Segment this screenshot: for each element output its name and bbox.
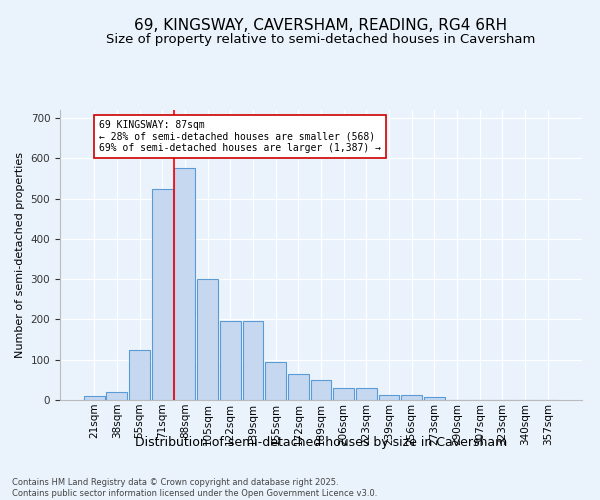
Bar — [129, 350, 150, 400]
Bar — [242, 322, 263, 400]
Bar — [106, 392, 127, 400]
Bar — [84, 396, 104, 400]
Bar — [220, 322, 241, 400]
Bar — [424, 397, 445, 400]
Text: 69, KINGSWAY, CAVERSHAM, READING, RG4 6RH: 69, KINGSWAY, CAVERSHAM, READING, RG4 6R… — [134, 18, 508, 32]
Bar — [379, 395, 400, 400]
Text: Contains HM Land Registry data © Crown copyright and database right 2025.
Contai: Contains HM Land Registry data © Crown c… — [12, 478, 377, 498]
Text: Size of property relative to semi-detached houses in Caversham: Size of property relative to semi-detach… — [106, 32, 536, 46]
Bar — [288, 374, 309, 400]
Bar — [333, 388, 354, 400]
Text: Distribution of semi-detached houses by size in Caversham: Distribution of semi-detached houses by … — [135, 436, 507, 449]
Bar — [197, 279, 218, 400]
Bar — [356, 388, 377, 400]
Bar — [152, 188, 173, 400]
Y-axis label: Number of semi-detached properties: Number of semi-detached properties — [15, 152, 25, 358]
Text: 69 KINGSWAY: 87sqm
← 28% of semi-detached houses are smaller (568)
69% of semi-d: 69 KINGSWAY: 87sqm ← 28% of semi-detache… — [98, 120, 380, 154]
Bar — [175, 168, 196, 400]
Bar — [265, 362, 286, 400]
Bar — [401, 395, 422, 400]
Bar — [311, 380, 331, 400]
